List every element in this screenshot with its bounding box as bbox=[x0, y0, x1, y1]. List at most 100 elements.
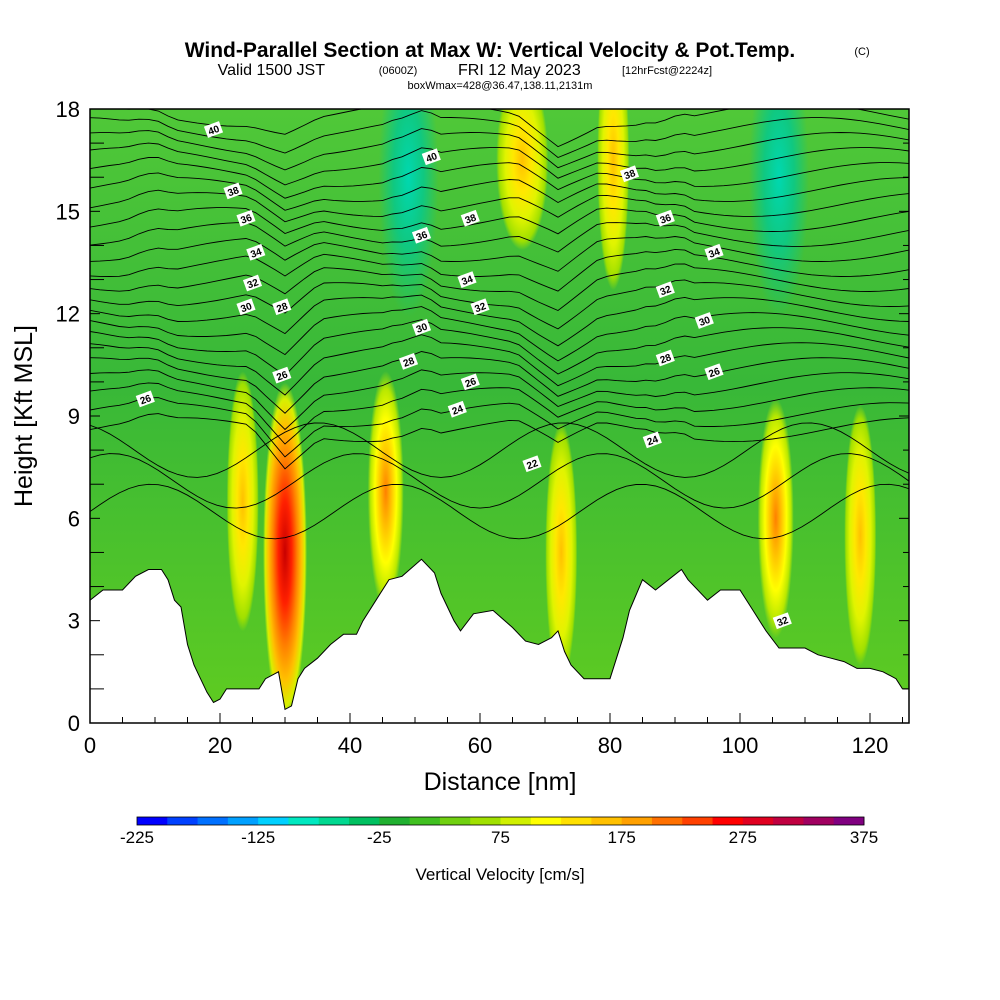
x-tick-label: 40 bbox=[338, 733, 362, 758]
colorbar-swatch bbox=[682, 817, 713, 825]
y-tick-label: 15 bbox=[56, 199, 80, 224]
colorbar-tick-label: -125 bbox=[241, 828, 275, 847]
contour-label-text: 36 bbox=[415, 229, 430, 243]
colorbar-swatch bbox=[500, 817, 532, 825]
chart-title-mark: (C) bbox=[854, 46, 869, 58]
colorbar-swatch bbox=[742, 817, 774, 825]
colorbar-tick-label: 275 bbox=[729, 828, 757, 847]
contour-labels: 40 38 36 34 32 30 28 26 26 40 38 36 34 32 30 28 26 24 22 38… bbox=[135, 121, 792, 629]
colorbar-swatch bbox=[137, 817, 168, 825]
chart-box-info: boxWmax=428@36.47,138.11,2131m bbox=[408, 80, 593, 92]
colorbar-swatch bbox=[803, 817, 835, 825]
velocity-plume-2 bbox=[367, 371, 404, 612]
colorbar-tick-label: 175 bbox=[608, 828, 636, 847]
theta-contour-line bbox=[90, 263, 909, 312]
x-tick-label: 100 bbox=[722, 733, 759, 758]
colorbar-swatch bbox=[379, 817, 411, 825]
contour-label: 30 bbox=[694, 312, 714, 329]
contour-label-text: 24 bbox=[451, 403, 466, 417]
colorbar: -225 -125 -25 75 175 275 375 bbox=[120, 816, 878, 847]
colorbar-tick-label: 75 bbox=[491, 828, 510, 847]
y-tick-label: 0 bbox=[68, 711, 80, 736]
contour-label-text: 30 bbox=[239, 301, 254, 315]
contour-label: 30 bbox=[411, 318, 432, 336]
y-tick-label: 6 bbox=[68, 506, 80, 531]
theta-contours bbox=[90, 109, 909, 540]
chart-title: Wind-Parallel Section at Max W: Vertical… bbox=[185, 39, 796, 62]
contour-label-text: 24 bbox=[646, 434, 661, 448]
velocity-plume-8 bbox=[378, 109, 439, 318]
theta-contour-line bbox=[90, 483, 909, 540]
contour-label: 40 bbox=[421, 148, 441, 165]
chart-subtitle-date: FRI 12 May 2023 bbox=[458, 62, 581, 79]
x-tick-label: 80 bbox=[598, 733, 622, 758]
contour-label-text: 32 bbox=[246, 277, 261, 291]
velocity-plume-1 bbox=[226, 371, 259, 632]
colorbar-label: Vertical Velocity [cm/s] bbox=[415, 865, 584, 884]
theta-contour-line bbox=[90, 334, 909, 396]
contour-label: 26 bbox=[135, 390, 155, 407]
contour-label: 32 bbox=[470, 298, 490, 315]
theta-contour-line bbox=[90, 207, 909, 235]
colorbar-swatch bbox=[530, 817, 562, 825]
contour-label: 26 bbox=[704, 363, 724, 380]
x-tick-label: 60 bbox=[468, 733, 492, 758]
contour-label-text: 34 bbox=[707, 246, 722, 260]
theta-contour-line bbox=[90, 157, 909, 199]
theta-contour-line bbox=[90, 413, 909, 470]
chart-subtitle-valid: Valid 1500 JST bbox=[218, 62, 326, 79]
theta-contour-line bbox=[90, 351, 909, 414]
velocity-plume-7 bbox=[545, 422, 578, 683]
velocity-plume-0 bbox=[263, 382, 307, 723]
contour-label-text: 32 bbox=[776, 615, 791, 629]
colorbar-swatch bbox=[591, 817, 623, 825]
velocity-plume-5 bbox=[757, 398, 794, 639]
colorbar-swatch bbox=[773, 817, 804, 825]
contour-label-text: 32 bbox=[659, 284, 674, 298]
chart-subtitle-utc: (0600Z) bbox=[379, 65, 418, 77]
contour-label: 28 bbox=[655, 349, 675, 366]
theta-contour-line bbox=[90, 397, 909, 458]
contour-label-text: 30 bbox=[698, 315, 713, 329]
contour-label: 24 bbox=[642, 431, 662, 448]
contour-label-text: 30 bbox=[415, 321, 430, 335]
contour-label: 38 bbox=[619, 165, 640, 182]
theta-contour-line bbox=[119, 109, 909, 148]
x-tick-label: 20 bbox=[208, 733, 232, 758]
contour-label-text: 40 bbox=[207, 124, 222, 138]
contour-label: 34 bbox=[704, 243, 724, 261]
contour-label: 28 bbox=[272, 298, 292, 315]
contour-label: 26 bbox=[460, 373, 480, 390]
x-tick-label: 120 bbox=[852, 733, 889, 758]
theta-contour-line bbox=[90, 128, 909, 171]
contour-label-text: 26 bbox=[464, 376, 479, 390]
contour-label: 36 bbox=[236, 209, 256, 227]
contour-label-text: 38 bbox=[623, 168, 638, 182]
contour-label-text: 38 bbox=[464, 212, 479, 226]
theta-contour-line bbox=[90, 172, 909, 211]
contour-label: 30 bbox=[236, 298, 256, 315]
contour-label-text: 22 bbox=[525, 458, 540, 472]
theta-contour-line bbox=[90, 222, 909, 253]
colorbar-swatch bbox=[227, 817, 259, 825]
contour-label-text: 36 bbox=[239, 212, 254, 226]
theta-contour-line bbox=[90, 142, 909, 186]
contour-label-text: 26 bbox=[139, 393, 154, 407]
contour-label-text: 28 bbox=[275, 301, 290, 315]
theta-contour-line bbox=[90, 236, 909, 272]
contour-label: 32 bbox=[242, 274, 263, 291]
theta-contour-line bbox=[90, 110, 909, 159]
theta-contour-line bbox=[90, 294, 909, 347]
colorbar-swatch bbox=[258, 817, 289, 825]
contour-label-text: 34 bbox=[249, 246, 264, 260]
contour-label-text: 26 bbox=[707, 366, 722, 380]
colorbar-tick-label: 375 bbox=[850, 828, 878, 847]
contour-label: 38 bbox=[223, 182, 243, 199]
plot-area: 40 38 36 34 32 30 28 26 26 40 38 36 34 32 30 28 26 24 22 38… bbox=[90, 109, 909, 723]
velocity-plume-9 bbox=[749, 109, 809, 318]
colorbar-swatch bbox=[288, 817, 320, 825]
chart-subtitle-forecast: [12hrFcst@2224z] bbox=[622, 65, 712, 77]
theta-contour-line bbox=[90, 306, 909, 362]
theta-contour-line bbox=[90, 382, 909, 445]
